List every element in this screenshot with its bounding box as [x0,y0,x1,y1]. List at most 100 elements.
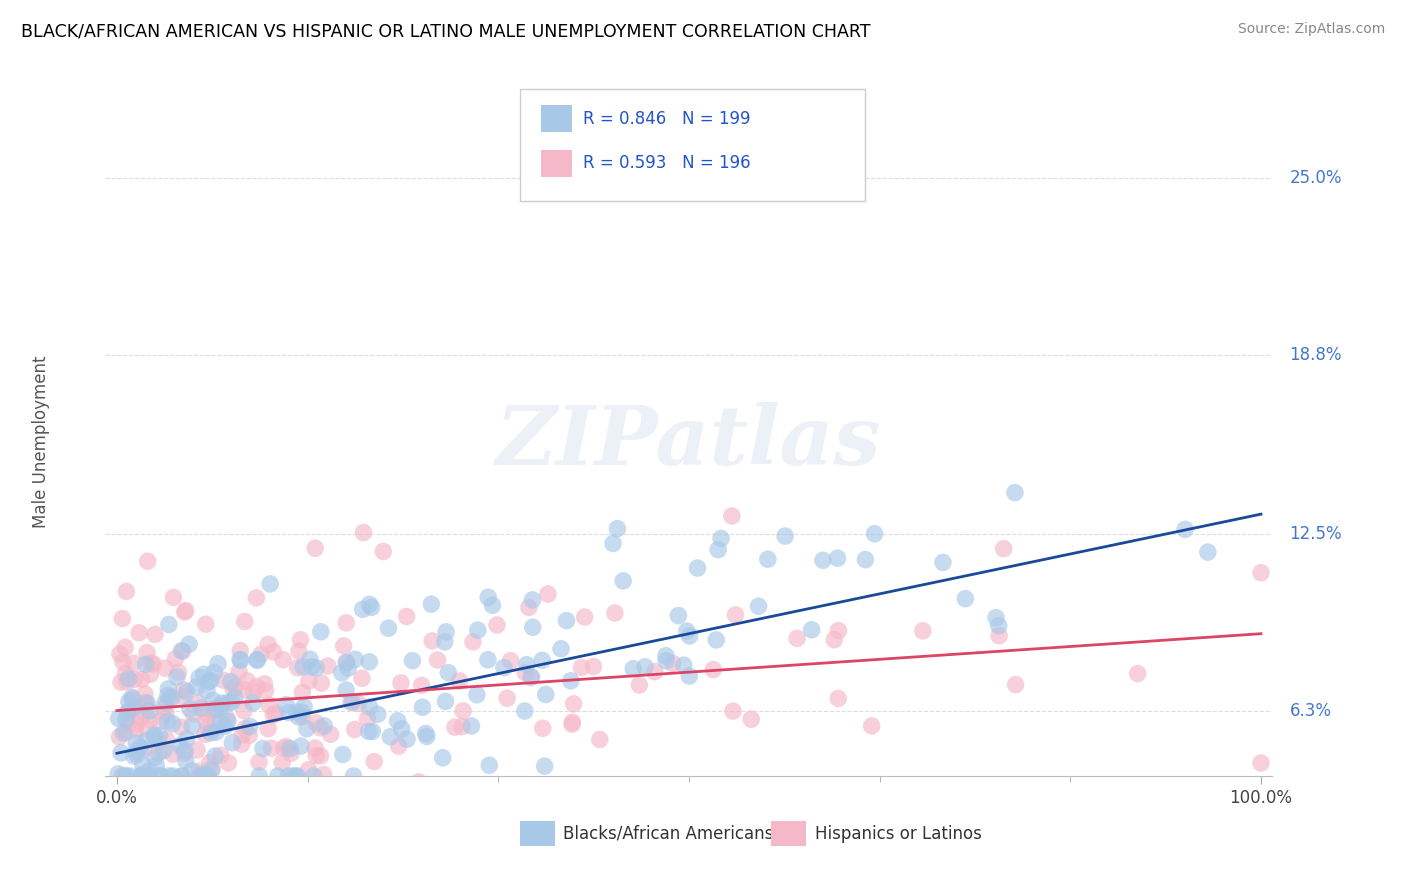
Point [704,632,727,647]
Point [634,660,657,674]
Point [352,602,374,616]
Point [108,730,131,744]
Point [111,611,134,625]
Point [304,741,326,756]
Point [221,736,243,750]
Point [128,625,150,640]
Point [229,653,252,667]
Point [340,695,363,709]
Point [172,769,194,783]
Point [156,714,179,729]
Point [1126,666,1149,681]
Point [707,542,730,557]
Point [434,624,457,639]
Point [271,653,294,667]
Point [388,739,411,754]
Point [231,737,253,751]
Point [863,526,886,541]
Point [571,660,593,674]
Point [121,690,143,705]
Point [360,600,382,615]
Point [278,706,301,720]
Point [112,726,135,740]
Point [149,714,172,728]
Point [259,698,281,713]
Point [233,722,256,736]
Point [432,751,454,765]
Point [359,655,381,669]
Point [125,736,148,750]
Point [110,675,132,690]
Point [194,617,217,632]
Point [465,688,488,702]
Point [114,713,136,727]
Point [467,623,489,637]
Point [356,711,378,725]
Point [160,690,183,705]
Point [517,600,540,615]
Point [118,695,141,709]
Point [786,632,808,646]
Point [218,695,240,709]
Point [245,591,267,605]
Point [827,691,849,706]
Point [309,721,332,735]
Point [132,742,155,756]
Point [153,743,176,757]
Point [170,644,193,658]
Point [335,683,357,698]
Point [1250,566,1272,580]
Point [555,614,578,628]
Point [181,764,204,778]
Point [205,703,228,717]
Point [193,667,215,681]
FancyBboxPatch shape [520,821,555,847]
Point [451,704,474,718]
Point [628,678,651,692]
Point [287,769,309,783]
Point [377,621,399,635]
Point [290,632,312,647]
Point [252,741,274,756]
Point [827,624,849,638]
Point [149,729,172,743]
Point [357,724,380,739]
Point [291,709,314,723]
Point [197,674,219,689]
Point [347,697,370,711]
Point [460,719,482,733]
Point [232,682,254,697]
Point [117,706,139,720]
Point [811,553,834,567]
Point [396,732,419,747]
Point [561,715,583,730]
Point [197,769,219,783]
Point [129,740,152,755]
Text: Blacks/African Americans: Blacks/African Americans [562,824,773,843]
Point [330,665,353,680]
Point [257,637,280,651]
Point [122,656,145,670]
Point [461,635,484,649]
Point [276,739,298,754]
Text: Source: ZipAtlas.com: Source: ZipAtlas.com [1237,22,1385,37]
Point [136,554,159,568]
Point [589,732,612,747]
Point [156,689,179,703]
Point [292,699,315,714]
Point [721,508,744,523]
Point [181,707,204,722]
Point [170,720,193,734]
Point [860,719,883,733]
Point [209,748,232,763]
Point [145,758,167,772]
Point [228,665,250,679]
Point [433,635,456,649]
Point [721,704,744,718]
Point [522,620,544,634]
Point [173,682,195,697]
Point [343,723,366,737]
Point [332,639,354,653]
Point [312,767,335,781]
Point [242,685,264,699]
